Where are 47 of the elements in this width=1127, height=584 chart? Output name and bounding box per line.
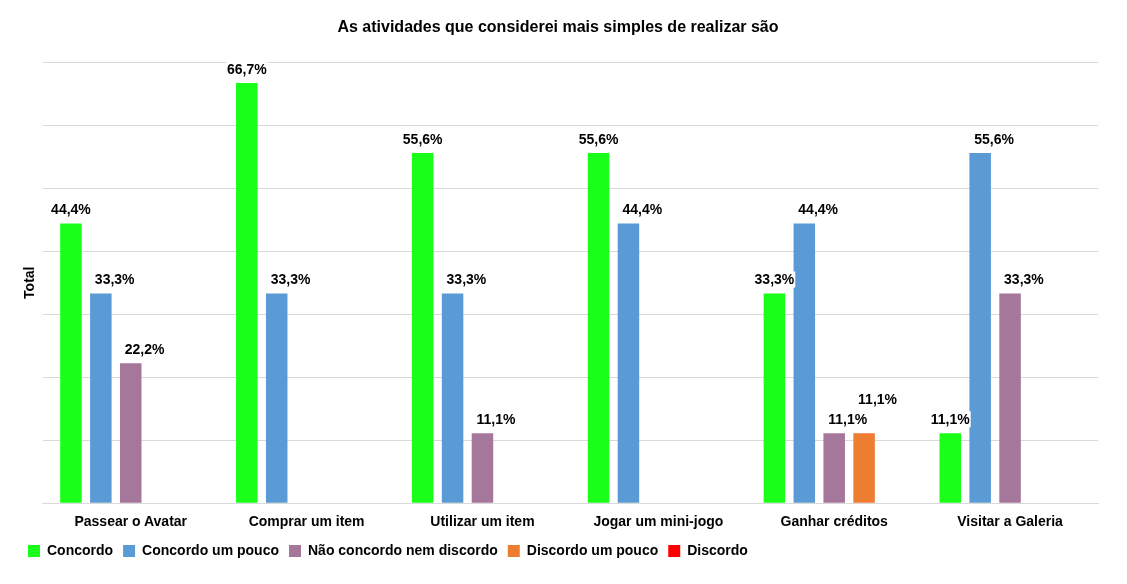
bar [236,82,258,503]
data-label: 33,3% [1004,271,1045,288]
data-label: 44,4% [798,201,839,218]
bar [441,293,464,503]
bar [763,293,786,503]
data-label: 44,4% [51,201,92,218]
data-label: 33,3% [446,271,487,288]
bar [823,433,845,503]
legend-label: Concordo [47,541,114,558]
x-tick-label: Comprar um item [248,513,365,530]
data-label: 66,7% [226,60,268,77]
data-label: 33,3% [270,271,311,288]
bar [119,363,142,503]
bar [793,223,816,503]
chart-title: As atividades que considerei mais simples de realizar são [337,18,779,36]
y-axis-title: Total [21,266,38,299]
legend-label: Não concordo nem discordo [307,541,498,558]
data-label: 11,1% [858,391,898,408]
data-label: 55,6% [402,130,444,147]
legend-label: Concordo um pouco [142,541,279,558]
bar [969,152,991,503]
data-label: 11,1% [828,411,868,428]
bar [587,152,610,503]
data-label: 11,1% [930,411,971,428]
x-tick-label: Utilizar um item [430,513,535,530]
bar [265,293,288,503]
x-tick-label: Ganhar créditos [780,513,889,530]
data-label: 33,3% [94,271,136,288]
bar [617,223,640,503]
x-tick-label: Jogar um mini-jogo [593,513,724,530]
x-tick-label: Passear o Avatar [74,513,188,530]
data-label: 55,6% [578,130,619,147]
data-label: 22,2% [124,341,165,358]
bar [60,223,82,503]
data-label: 11,1% [476,411,516,428]
data-label: 44,4% [622,201,663,218]
bar [411,152,434,503]
bar [939,433,962,503]
x-tick-label: Visitar a Galeria [957,513,1064,530]
data-label: 33,3% [754,271,795,288]
legend-label: Discordo um pouco [526,541,659,558]
bar [471,433,494,503]
legend-label: Discordo [687,541,748,558]
data-label: 55,6% [974,130,1015,147]
bar [853,433,875,503]
bar [90,293,112,503]
bar [999,293,1021,503]
